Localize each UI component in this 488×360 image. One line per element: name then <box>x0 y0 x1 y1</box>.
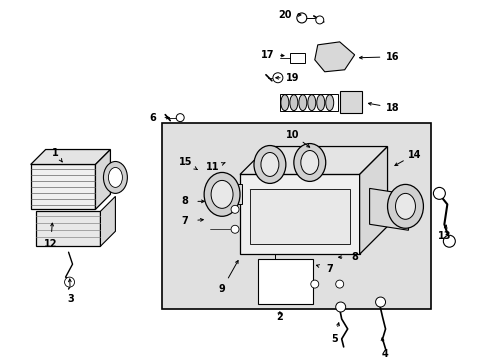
Text: 4: 4 <box>381 349 387 359</box>
Ellipse shape <box>375 297 385 307</box>
Text: 9: 9 <box>218 284 225 294</box>
Ellipse shape <box>316 95 324 111</box>
Text: 8: 8 <box>350 252 357 262</box>
Ellipse shape <box>432 188 445 199</box>
Ellipse shape <box>103 162 127 193</box>
Ellipse shape <box>296 13 306 23</box>
Text: 15: 15 <box>179 157 193 167</box>
Polygon shape <box>95 149 110 209</box>
Text: 17: 17 <box>261 50 274 60</box>
Text: 1: 1 <box>52 148 59 158</box>
Ellipse shape <box>293 144 325 181</box>
Bar <box>279 94 337 111</box>
Polygon shape <box>240 147 387 175</box>
Text: 6: 6 <box>149 113 155 123</box>
Ellipse shape <box>272 73 282 83</box>
Polygon shape <box>359 147 387 254</box>
Ellipse shape <box>310 280 318 288</box>
Ellipse shape <box>315 16 323 24</box>
Ellipse shape <box>280 95 288 111</box>
Ellipse shape <box>108 167 122 188</box>
Text: 5: 5 <box>331 334 337 344</box>
Ellipse shape <box>64 277 74 287</box>
Text: 12: 12 <box>44 239 57 249</box>
Ellipse shape <box>300 150 318 175</box>
Ellipse shape <box>335 280 343 288</box>
Polygon shape <box>314 42 354 72</box>
Text: 7: 7 <box>325 264 332 274</box>
Bar <box>249 189 349 244</box>
Ellipse shape <box>387 184 423 228</box>
Ellipse shape <box>230 225 239 233</box>
Ellipse shape <box>253 145 285 183</box>
Ellipse shape <box>325 95 333 111</box>
Ellipse shape <box>335 302 345 312</box>
Ellipse shape <box>230 205 239 213</box>
Text: 7: 7 <box>182 216 188 226</box>
Bar <box>36 211 100 246</box>
Text: 20: 20 <box>278 10 291 20</box>
Ellipse shape <box>298 95 306 111</box>
Polygon shape <box>240 175 359 254</box>
Ellipse shape <box>203 172 240 216</box>
Polygon shape <box>369 188 407 230</box>
Bar <box>339 91 361 113</box>
Text: 16: 16 <box>385 52 399 62</box>
Bar <box>289 53 304 63</box>
Text: 8: 8 <box>182 196 188 206</box>
Text: 2: 2 <box>276 312 283 322</box>
Text: 18: 18 <box>385 103 399 113</box>
Ellipse shape <box>395 193 415 219</box>
Ellipse shape <box>261 153 278 176</box>
Text: 3: 3 <box>67 294 74 304</box>
Ellipse shape <box>176 114 184 122</box>
Polygon shape <box>31 165 95 209</box>
Polygon shape <box>31 149 110 165</box>
Ellipse shape <box>289 95 297 111</box>
Text: 10: 10 <box>285 130 299 140</box>
Polygon shape <box>100 196 115 246</box>
Text: 19: 19 <box>285 73 299 83</box>
Text: 13: 13 <box>437 231 450 241</box>
Ellipse shape <box>307 95 315 111</box>
Ellipse shape <box>443 235 454 247</box>
Ellipse shape <box>211 180 233 208</box>
Bar <box>222 184 242 204</box>
Bar <box>258 259 312 304</box>
Text: 11: 11 <box>206 162 220 172</box>
Text: 14: 14 <box>407 149 420 159</box>
Bar <box>162 123 430 309</box>
